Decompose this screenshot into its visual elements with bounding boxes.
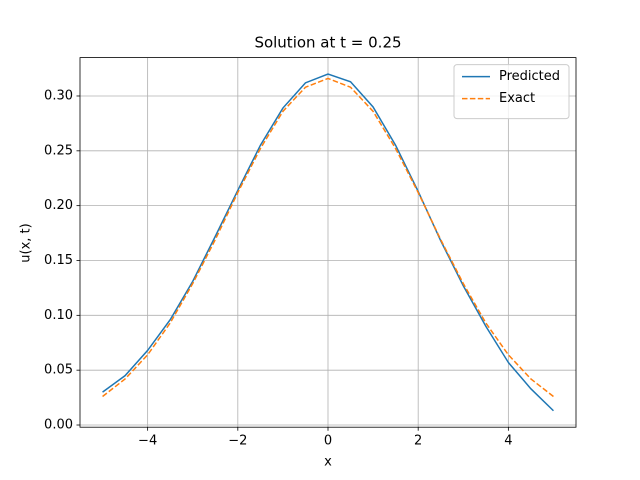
series-line — [102, 73, 554, 412]
axes-frame — [79, 57, 577, 428]
y-tick-label: 0.30 — [44, 88, 73, 103]
legend-box — [453, 64, 570, 120]
y-tick-label: 0.15 — [44, 253, 73, 268]
x-tick-label: 2 — [414, 434, 422, 449]
y-tick-label: 0.20 — [44, 198, 73, 213]
series-line — [102, 77, 554, 398]
x-tick-label: −2 — [228, 434, 247, 449]
chart-title: Solution at t = 0.25 — [254, 34, 401, 52]
legend-label: Predicted — [499, 69, 560, 84]
legend-label: Exact — [499, 91, 535, 106]
x-axis-label: x — [324, 455, 332, 470]
y-tick-label: 0.25 — [44, 143, 73, 158]
y-tick-label: 0.05 — [44, 363, 73, 378]
x-tick-label: −4 — [138, 434, 157, 449]
y-tick-label: 0.10 — [44, 308, 73, 323]
x-tick-label: 4 — [504, 434, 512, 449]
y-axis-label: u(x, t) — [19, 223, 34, 262]
y-tick-label: 0.00 — [44, 418, 73, 433]
x-tick-label: 0 — [324, 434, 332, 449]
